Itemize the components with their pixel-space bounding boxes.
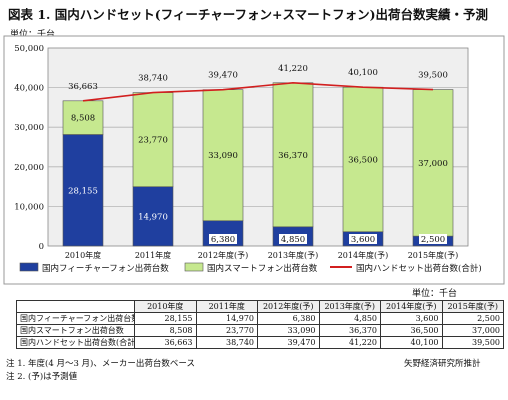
table-cell: 23,770 — [195, 324, 258, 337]
table-header: 2010年度 — [134, 300, 197, 313]
table-row: 国内ハンドセット出荷台数(合計) 36,663 38,740 39,470 41… — [16, 336, 504, 349]
legend-label-feature: 国内フィーチャーフォン出荷台数 — [42, 263, 169, 274]
y-tick-label: 20,000 — [14, 163, 44, 173]
table-cell: 38,740 — [195, 336, 258, 349]
table-header: 2015年度(予) — [441, 300, 504, 313]
bar-smart — [272, 82, 314, 228]
x-tick-label: 2014年度(予) — [338, 250, 389, 260]
bar-feature-label: 14,970 — [138, 212, 168, 222]
bar-feature-label-bg — [349, 234, 377, 244]
y-tick-label: 50,000 — [14, 44, 44, 54]
stacked-bar-chart: 0 10,000 20,000 30,000 40,000 50,000 28,155 8,… — [3, 35, 505, 285]
total-label: 36,663 — [68, 82, 98, 92]
legend-swatch-feature — [19, 262, 39, 272]
bar-smart — [132, 92, 174, 188]
bar-smart-label: 37,000 — [418, 159, 448, 169]
table-header: 2011年度 — [195, 300, 258, 313]
table-cell: 3,600 — [380, 312, 443, 325]
table-cell: 36,370 — [318, 324, 381, 337]
bar-feature — [132, 186, 174, 247]
table-row-label: 国内スマートフォン出荷台数 — [16, 324, 135, 337]
total-label: 41,220 — [278, 64, 308, 74]
legend-label-total: 国内ハンドセット出荷台数(合計) — [356, 263, 482, 274]
table-cell: 28,155 — [134, 312, 197, 325]
bar-smart — [202, 89, 244, 222]
table-header-row: 2010年度 2011年度 2012年度(予) 2013年度(予) 2014年度… — [16, 300, 504, 313]
bar-feature-label-bg — [279, 234, 307, 244]
legend-label-smart: 国内スマートフォン出荷台数 — [207, 263, 318, 274]
table-row-label: 国内フィーチャーフォン出荷台数 — [16, 312, 135, 325]
bar-feature-label: 4,850 — [281, 235, 305, 245]
bar-feature-label: 2,500 — [421, 235, 445, 245]
footnote-1: 注 1. 年度(4 月～3 月)、メーカー出荷台数ベース — [6, 359, 195, 369]
total-label: 39,500 — [418, 71, 448, 81]
bar-smart-label: 36,370 — [278, 151, 308, 161]
bar-feature-label: 28,155 — [68, 186, 98, 196]
bars: 28,155 8,508 14,970 23,770 6,380 33,090 4,850 3… — [62, 82, 454, 247]
bar-smart-label: 8,508 — [71, 114, 95, 124]
y-tick-label: 40,000 — [14, 84, 44, 94]
table-row-label: 国内ハンドセット出荷台数(合計) — [16, 336, 135, 349]
table-row: 国内スマートフォン出荷台数 8,508 23,770 33,090 36,370… — [16, 324, 504, 337]
x-tick-label: 2010年度 — [65, 250, 101, 260]
x-tick-label: 2011年度 — [135, 250, 171, 260]
bar-smart-label: 33,090 — [208, 151, 238, 161]
y-tick-label: 0 — [39, 242, 44, 252]
table-cell: 8,508 — [134, 324, 197, 337]
bar-feature-label-bg — [209, 234, 237, 244]
table-cell: 39,500 — [441, 336, 504, 349]
table-header: 2014年度(予) — [380, 300, 443, 313]
data-table: 2010年度 2011年度 2012年度(予) 2013年度(予) 2014年度… — [16, 300, 504, 349]
bar-feature — [62, 134, 104, 247]
y-tick-label: 30,000 — [14, 123, 44, 133]
table-unit-label: 単位：千台 — [412, 289, 458, 299]
y-tick-label: 10,000 — [14, 202, 44, 212]
total-line-path — [82, 81, 434, 102]
source-credit: 矢野経済研究所推計 — [404, 359, 481, 369]
x-tick-label: 2012年度(予) — [198, 250, 249, 260]
total-label: 40,100 — [348, 68, 378, 78]
table-cell: 36,500 — [380, 324, 443, 337]
table-cell: 2,500 — [441, 312, 504, 325]
table-cell: 14,970 — [195, 312, 258, 325]
bar-feature-label: 3,600 — [351, 235, 375, 245]
table-cell: 6,380 — [257, 312, 320, 325]
x-axis: 2010年度 2011年度 2012年度(予) 2013年度(予) 2014年度(予) 2… — [65, 250, 458, 260]
x-tick-label: 2013年度(予) — [268, 250, 319, 260]
table-cell: 37,000 — [441, 324, 504, 337]
bar-smart — [342, 86, 384, 233]
total-label: 39,470 — [208, 71, 238, 81]
footnote-2: 注 2. (予)は予測値 — [6, 372, 78, 382]
table-cell: 4,850 — [318, 312, 381, 325]
table-corner — [16, 300, 135, 313]
table-cell: 41,220 — [318, 336, 381, 349]
table-cell: 40,100 — [380, 336, 443, 349]
x-tick-label: 2015年度(予) — [408, 250, 459, 260]
table-cell: 36,663 — [134, 336, 197, 349]
bar-feature-label-bg — [419, 234, 447, 244]
legend-swatch-smart — [184, 262, 204, 272]
table-cell: 33,090 — [257, 324, 320, 337]
bar-smart-label: 36,500 — [348, 155, 378, 165]
plot-area — [47, 47, 469, 247]
table-header: 2013年度(予) — [318, 300, 381, 313]
chart-title: 図表 1. 国内ハンドセット(フィーチャーフォン+スマートフォン)出荷台数実績・… — [8, 7, 489, 22]
legend: 国内フィーチャーフォン出荷台数 国内スマートフォン出荷台数 国内ハンドセット出荷台数… — [19, 262, 482, 274]
total-label: 38,740 — [138, 74, 168, 84]
table-cell: 39,470 — [257, 336, 320, 349]
table-row: 国内フィーチャーフォン出荷台数 28,155 14,970 6,380 4,85… — [16, 312, 504, 325]
bar-smart — [412, 89, 454, 237]
y-axis: 0 10,000 20,000 30,000 40,000 50,000 — [14, 44, 44, 252]
bar-smart-label: 23,770 — [138, 136, 168, 146]
bar-feature-label: 6,380 — [211, 235, 235, 245]
total-line: 36,663 38,740 39,470 41,220 40,100 39,500 — [68, 64, 448, 102]
bar-smart — [62, 100, 104, 135]
table-header: 2012年度(予) — [257, 300, 320, 313]
unit-label: 単位：千台 — [10, 30, 56, 40]
